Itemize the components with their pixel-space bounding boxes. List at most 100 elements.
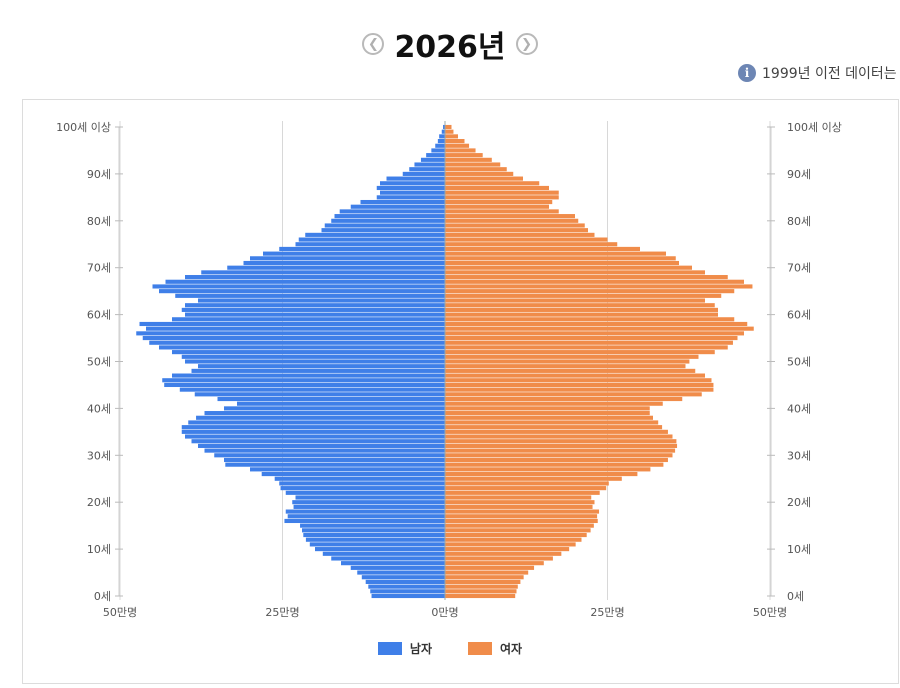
female-bar [445,457,668,463]
female-bar [445,378,712,383]
female-bar [445,584,518,589]
female-bar [445,570,529,575]
x-tick-label: 25만명 [590,606,624,619]
male-bar [435,143,445,148]
female-bar [445,514,598,519]
male-bar [274,476,445,481]
female-bar [445,204,549,209]
female-bar [445,335,738,341]
female-bar [445,228,588,233]
male-bar [303,532,445,538]
y-tick-label-right: 10세 [787,543,811,556]
male-bar [185,312,445,317]
female-bar [445,171,514,176]
male-bar [224,457,445,463]
female-bar [445,223,585,228]
male-bar [443,124,445,130]
chevron-left-icon: ❮ [367,36,379,52]
female-bar [445,350,715,355]
y-tick-label-right: 50세 [787,356,811,369]
female-bar [445,275,728,280]
prev-year-button[interactable]: ❮ [362,33,385,55]
male-bar [380,190,445,195]
female-bar [445,260,679,266]
male-bar [339,209,445,214]
male-bar [322,551,445,556]
male-bar [159,289,445,294]
male-bar [380,181,445,186]
female-bar [445,157,492,162]
female-bar [445,439,677,444]
male-bar [198,443,445,448]
male-bar [292,500,445,505]
x-tick-label: 25만명 [265,606,299,619]
male-bar [284,518,445,524]
female-bar [445,148,476,153]
female-bar [445,246,640,252]
male-bar [361,575,445,580]
male-bar [305,232,445,237]
male-bar [198,364,445,369]
female-bar [445,467,651,472]
female-bar [445,199,553,205]
female-bar [445,331,744,336]
population-pyramid-chart: 100세 이상 100세 이상 90세 90세 80세 80세 70세 70세 60세 60세 50… [22,99,899,684]
male-bar [331,218,445,223]
male-bar [237,401,445,406]
male-bar [181,429,445,434]
male-bar [402,171,445,176]
legend-item-male[interactable]: 남자 [377,640,432,657]
male-bar [204,448,445,453]
female-bar [445,593,516,599]
male-bar [139,321,445,327]
x-tick-label: 50만명 [753,606,787,619]
male-bar [179,387,446,392]
y-tick-label-left: 60세 [87,309,111,322]
female-bar [445,542,576,547]
female-bar [445,518,598,524]
male-bar [341,561,445,566]
male-bar [263,251,445,256]
female-bar [445,284,753,289]
male-bar [409,167,445,172]
legend-item-female[interactable]: 여자 [468,640,522,657]
female-bar [445,443,678,448]
notice-text: 1999년 이전 데이터는 8 [762,66,900,82]
female-bar [445,237,608,242]
male-bar [188,420,445,425]
male-bar [191,368,445,373]
female-bar [445,425,663,430]
male-bar [181,425,445,430]
male-bar [181,307,445,312]
male-bar [376,195,445,200]
y-tick-label-right: 0세 [787,590,804,603]
female-bar [445,279,744,284]
female-bar [445,486,607,491]
male-bar [321,228,445,233]
male-bar [185,275,445,280]
male-bar [261,471,445,477]
female-bar [445,373,705,378]
female-bar [445,589,517,594]
male-bar [437,139,445,144]
legend-swatch-male [377,642,402,655]
female-bar [445,153,483,158]
female-bar [445,265,692,270]
y-tick-label-right: 100세 이상 [787,121,842,134]
female-bar [445,129,454,134]
female-bar [445,190,559,195]
male-bar [224,406,445,411]
female-bar [445,368,696,373]
female-bar [445,453,673,458]
male-bar [136,331,445,336]
female-bar [445,195,559,200]
next-year-button[interactable]: ❯ [515,33,538,55]
male-bar [420,157,445,162]
male-bar [360,199,445,205]
female-bar [445,420,659,425]
male-bar [293,504,445,509]
female-bar [445,396,683,402]
female-bar [445,415,653,420]
info-icon: i [738,64,756,82]
pyramid-svg: 100세 이상 100세 이상 90세 90세 80세 80세 70세 70세 60세 60세 50… [56,121,842,619]
